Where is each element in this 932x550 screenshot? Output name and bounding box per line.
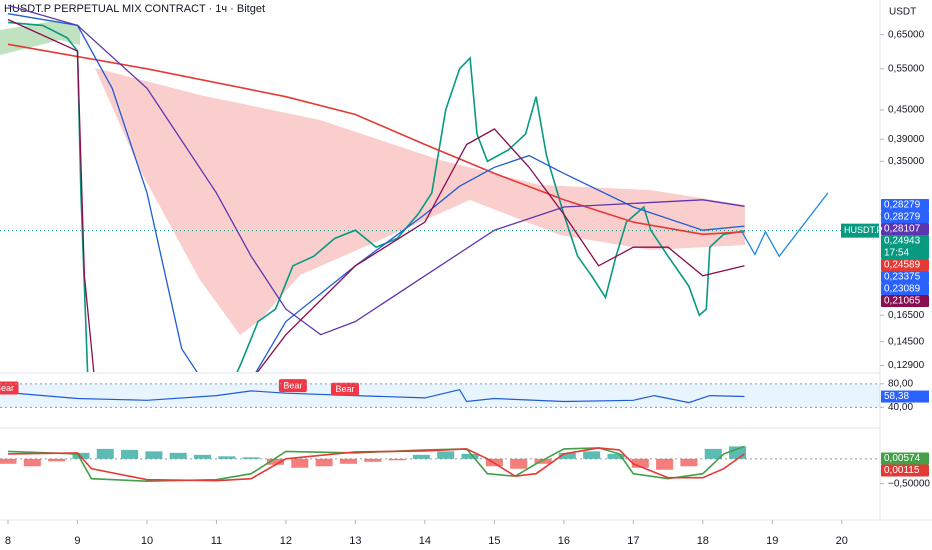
pane: Bear Bear Bear: [0, 379, 880, 408]
pane: [0, 4, 880, 372]
histogram-bar: [680, 458, 698, 467]
series-line: [7, 447, 745, 482]
series-line: [7, 4, 745, 336]
price-tag: [881, 234, 929, 259]
x-tick-label: 16: [558, 535, 570, 547]
histogram-bar: [583, 451, 601, 459]
symbol-tag-label: HUSDT.P: [844, 225, 883, 235]
y-tick-label: 0,16500: [888, 310, 925, 321]
price-tag-label: 0,28107: [884, 224, 921, 235]
price-tag: [881, 464, 929, 477]
x-tick-label: 19: [766, 535, 778, 547]
series-line: [7, 18, 745, 372]
bear-label-box: [330, 382, 359, 396]
rsi-band: [0, 383, 880, 408]
histogram-bar: [48, 458, 66, 462]
price-tag: [881, 452, 929, 465]
histogram-bar: [558, 452, 576, 459]
x-tick-label: 8: [5, 535, 11, 547]
y-tick-label: 0,35000: [888, 156, 925, 167]
histogram-bar: [23, 458, 41, 467]
y-tick-label: 0,45000: [888, 105, 925, 116]
value-tag-label: 58,38: [884, 391, 909, 402]
series-line: [7, 389, 745, 404]
price-tag: [881, 222, 929, 235]
x-tick-label: 15: [488, 535, 500, 547]
price-tag-label: 0,24943: [884, 236, 921, 247]
price-tag: [881, 258, 929, 271]
histogram-bar: [412, 454, 430, 459]
x-tick-label: 17: [627, 535, 639, 547]
histogram-bar: [437, 451, 455, 459]
x-tick-label: 9: [74, 535, 80, 547]
histogram-bar: [121, 449, 139, 459]
x-tick-label: 18: [697, 535, 709, 547]
histogram-bar: [631, 458, 649, 468]
pink-cloud: [95, 68, 745, 335]
price-tag: [881, 282, 929, 295]
y-tick-label: 0,55000: [888, 63, 925, 74]
bear-label-box: [278, 379, 307, 393]
y-tick-label: 0,14500: [888, 336, 925, 347]
histogram-bar: [291, 458, 309, 468]
histogram-bar: [607, 453, 625, 459]
y-tick-label: 40,00: [888, 402, 913, 413]
bear-label: Bear: [335, 384, 354, 394]
price-tag-label: 0,24589: [884, 260, 921, 271]
price-tag-label: 0,21065: [884, 296, 921, 307]
x-tick-label: 10: [141, 535, 153, 547]
y-tick-label: 0,65000: [888, 29, 925, 40]
price-tag-label: 0,00574: [884, 453, 921, 464]
x-tick-label: 12: [280, 535, 292, 547]
bear-label: Bear: [0, 383, 14, 393]
countdown: 17:54: [884, 248, 909, 259]
price-tag-label: 0,23089: [884, 284, 921, 295]
histogram-bar: [169, 452, 187, 459]
price-tag: [881, 294, 929, 307]
histogram-bar: [510, 458, 528, 469]
histogram-bar: [218, 456, 236, 459]
histogram-bar: [242, 457, 260, 459]
y-tick-label: −0,50000: [888, 478, 930, 489]
series-line: [740, 192, 829, 258]
histogram-bar: [461, 453, 479, 459]
histogram-bar: [339, 458, 357, 464]
histogram-bar: [364, 458, 382, 462]
y-tick-label: 0,12900: [888, 360, 925, 371]
bear-label-box: [0, 381, 19, 395]
x-tick-label: 11: [211, 535, 222, 547]
histogram-bar: [266, 458, 285, 465]
x-tick-label: 14: [419, 535, 431, 547]
price-tag-label: 0,23375: [884, 272, 921, 283]
histogram-bar: [656, 458, 674, 470]
histogram-bar: [534, 458, 552, 464]
y-tick-label: 0,39000: [888, 134, 925, 145]
price-tag: [881, 210, 929, 223]
price-tag-label: 0,00115: [884, 465, 920, 476]
x-tick-label: 13: [349, 535, 361, 547]
pane: [0, 445, 880, 483]
histogram-bar: [0, 458, 17, 464]
price-tag-label: 0,28279: [884, 200, 921, 211]
bear-label: Bear: [283, 381, 302, 391]
value-tag: [881, 390, 929, 403]
y-tick-label: 80,00: [888, 378, 913, 389]
price-tag: [881, 270, 929, 283]
histogram-bar: [704, 448, 722, 459]
currency: USDT: [889, 7, 916, 18]
x-tick-label: 20: [836, 535, 848, 547]
histogram-bar: [96, 448, 114, 459]
histogram-bar: [388, 458, 406, 461]
series-line: [7, 21, 745, 372]
histogram-bar: [315, 458, 333, 467]
price-tag-label: 0,28279: [884, 212, 921, 223]
histogram-bar: [145, 451, 163, 459]
price-tag: [881, 198, 929, 211]
symbol-tag: [841, 223, 879, 238]
histogram-bar: [194, 454, 212, 459]
series-line: [7, 43, 745, 236]
chart-title: HUSDT.P PERPETUAL MIX CONTRACT · 1ч · Bi…: [4, 3, 265, 15]
